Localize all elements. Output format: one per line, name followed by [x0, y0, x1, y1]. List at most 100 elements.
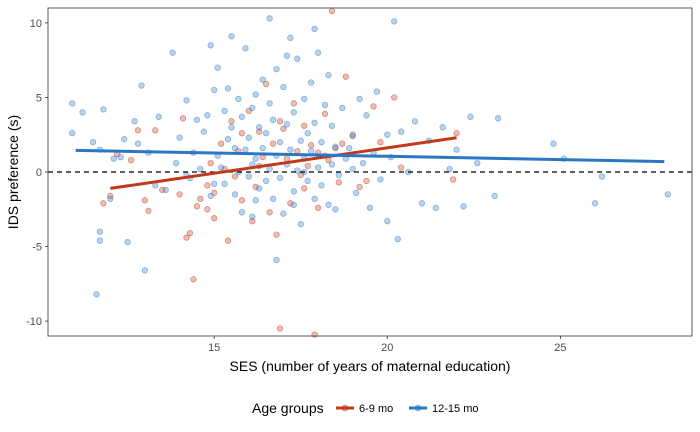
data-point-12-15-mo [290, 188, 297, 195]
data-point-12-15-mo [110, 155, 117, 162]
data-point-6-9-mo [152, 127, 159, 134]
data-point-12-15-mo [228, 33, 235, 40]
data-point-12-15-mo [69, 130, 76, 137]
data-point-12-15-mo [266, 100, 273, 107]
data-point-6-9-mo [314, 204, 322, 211]
data-point-12-15-mo [418, 200, 426, 207]
data-point-12-15-mo [259, 76, 266, 83]
data-point-12-15-mo [256, 185, 263, 192]
data-point-12-15-mo [366, 204, 374, 211]
data-point-6-9-mo [377, 139, 384, 146]
x-axis-title: SES (number of years of maternal educati… [230, 358, 511, 374]
data-point-12-15-mo [550, 140, 557, 147]
data-point-6-9-mo [280, 125, 287, 132]
data-point-6-9-mo [339, 140, 346, 147]
legend-key-point [414, 404, 422, 412]
data-point-6-9-mo [100, 200, 107, 207]
data-point-6-9-mo [273, 231, 280, 238]
data-point-12-15-mo [221, 180, 228, 188]
legend-title: Age groups [252, 400, 324, 416]
data-point-6-9-mo [238, 130, 246, 137]
data-point-6-9-mo [453, 130, 460, 137]
data-point-12-15-mo [349, 133, 356, 140]
data-point-12-15-mo [311, 119, 318, 126]
data-point-12-15-mo [107, 195, 114, 202]
x-tick-label: 20 [381, 342, 393, 354]
data-point-12-15-mo [252, 155, 259, 162]
data-point-6-9-mo [193, 203, 201, 210]
data-point-12-15-mo [314, 164, 322, 171]
data-point-12-15-mo [359, 159, 367, 167]
data-point-6-9-mo [356, 183, 363, 191]
data-point-12-15-mo [346, 144, 353, 152]
data-point-12-15-mo [328, 161, 336, 168]
data-point-12-15-mo [242, 45, 249, 52]
data-point-6-9-mo [204, 182, 211, 189]
data-point-6-9-mo [141, 197, 149, 204]
data-point-6-9-mo [186, 229, 194, 237]
data-point-12-15-mo [200, 128, 207, 135]
data-point-12-15-mo [411, 118, 419, 125]
data-point-6-9-mo [224, 237, 232, 244]
data-point-12-15-mo [79, 109, 86, 116]
data-point-12-15-mo [297, 221, 304, 228]
data-point-6-9-mo [276, 118, 284, 125]
data-point-12-15-mo [394, 235, 401, 243]
y-tick-label: -5 [32, 242, 42, 254]
data-point-6-9-mo [311, 331, 318, 338]
data-point-6-9-mo [301, 185, 308, 192]
data-point-6-9-mo [287, 200, 294, 207]
data-point-12-15-mo [276, 174, 284, 182]
data-point-12-15-mo [283, 52, 291, 59]
data-point-12-15-mo [262, 130, 270, 137]
axis-ticks-layer: 15 20 25 -10 -5 0 5 10 [26, 18, 566, 354]
data-point-6-9-mo [262, 80, 270, 88]
data-point-12-15-mo [432, 204, 439, 211]
data-point-12-15-mo [494, 115, 502, 122]
data-point-12-15-mo [598, 173, 606, 180]
data-point-12-15-mo [266, 165, 273, 173]
data-point-12-15-mo [69, 100, 76, 107]
data-point-12-15-mo [283, 121, 291, 128]
data-point-12-15-mo [460, 203, 467, 210]
data-point-6-9-mo [307, 142, 315, 149]
data-point-12-15-mo [307, 79, 315, 86]
data-point-12-15-mo [384, 131, 391, 138]
data-point-12-15-mo [373, 88, 381, 95]
data-point-12-15-mo [89, 139, 97, 146]
data-point-12-15-mo [273, 65, 280, 73]
data-point-12-15-mo [287, 34, 294, 41]
data-point-6-9-mo [145, 207, 152, 214]
legend-label-12-15-mo: 12-15 mo [432, 403, 478, 415]
data-point-6-9-mo [256, 128, 263, 135]
legend-label-6-9-mo: 6-9 mo [359, 403, 393, 415]
data-point-12-15-mo [124, 238, 131, 246]
data-point-12-15-mo [96, 237, 104, 244]
data-point-12-15-mo [332, 206, 339, 213]
data-point-12-15-mo [138, 82, 145, 89]
data-point-12-15-mo [197, 165, 204, 173]
data-point-12-15-mo [238, 113, 246, 120]
data-point-6-9-mo [211, 215, 218, 222]
data-point-12-15-mo [231, 144, 239, 152]
data-point-6-9-mo [252, 183, 259, 191]
y-tick-label: 5 [36, 92, 42, 104]
data-point-6-9-mo [276, 325, 284, 332]
data-point-6-9-mo [197, 195, 204, 202]
data-point-12-15-mo [183, 97, 190, 104]
data-point-12-15-mo [474, 159, 481, 167]
data-point-12-15-mo [245, 173, 252, 180]
regression-line-12-15-mo [75, 148, 665, 164]
data-point-12-15-mo [131, 118, 138, 125]
data-point-12-15-mo [176, 134, 183, 141]
data-point-6-9-mo [349, 131, 356, 138]
data-point-6-9-mo [190, 276, 197, 283]
data-point-12-15-mo [318, 139, 325, 146]
legend-key-12-15-mo [409, 404, 427, 412]
data-point-12-15-mo [273, 256, 280, 264]
data-point-12-15-mo [453, 146, 460, 153]
data-point-12-15-mo [325, 71, 332, 79]
data-point-12-15-mo [245, 134, 252, 141]
data-point-6-9-mo [269, 140, 277, 147]
